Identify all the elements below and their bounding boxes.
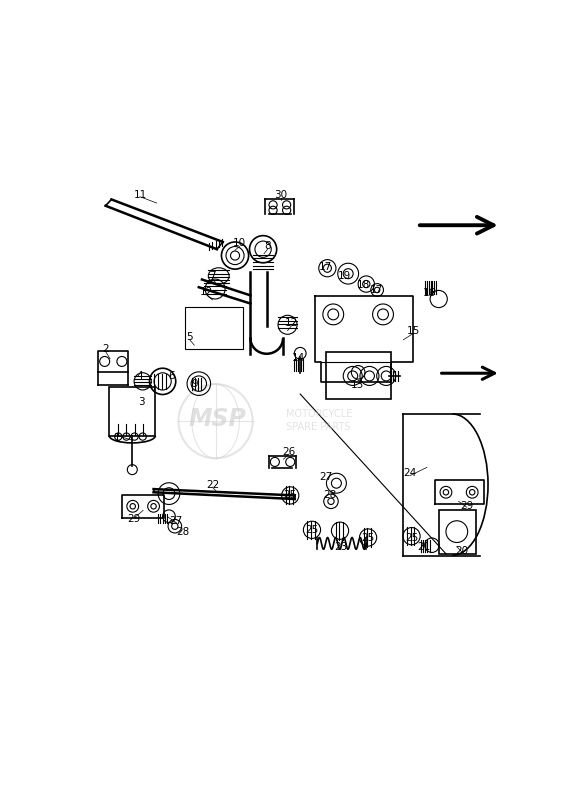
Text: 8: 8 [265, 242, 271, 251]
Text: 7: 7 [209, 271, 215, 282]
Text: 15: 15 [406, 326, 420, 336]
Text: 17: 17 [319, 262, 332, 272]
Text: 23: 23 [334, 542, 347, 551]
Text: 18: 18 [357, 281, 370, 290]
Text: 29: 29 [127, 514, 141, 525]
Bar [109, 387, 155, 436]
Text: MOTORCYCLE
SPARE PARTS: MOTORCYCLE SPARE PARTS [286, 409, 352, 432]
Text: 19: 19 [338, 271, 351, 282]
Bar [325, 353, 391, 398]
Text: 27: 27 [319, 472, 332, 482]
Text: 25: 25 [361, 533, 375, 542]
Text: 4: 4 [137, 371, 143, 381]
Text: 27: 27 [169, 516, 183, 526]
Text: 9: 9 [191, 378, 197, 389]
Text: 1: 1 [114, 433, 121, 443]
Text: 2: 2 [102, 344, 109, 354]
Text: 6: 6 [168, 371, 175, 381]
Text: 30: 30 [274, 190, 288, 200]
Text: 11: 11 [133, 190, 147, 200]
Text: 24: 24 [404, 468, 417, 478]
Text: 25: 25 [284, 490, 297, 501]
Text: 17: 17 [370, 285, 383, 295]
Text: 12: 12 [200, 286, 213, 297]
Text: 28: 28 [176, 526, 189, 537]
Text: 26: 26 [283, 446, 296, 457]
Text: 12: 12 [284, 318, 298, 329]
Text: 25: 25 [305, 525, 319, 535]
Bar [185, 307, 243, 349]
Bar [439, 510, 476, 554]
Text: 20: 20 [456, 546, 469, 556]
Text: 14: 14 [292, 353, 305, 363]
Text: 3: 3 [138, 397, 145, 406]
Text: 28: 28 [324, 490, 337, 501]
Text: 22: 22 [206, 479, 219, 490]
Text: 13: 13 [350, 380, 364, 390]
Text: 16: 16 [423, 288, 436, 298]
Text: 21: 21 [417, 542, 430, 551]
Text: 10: 10 [233, 238, 246, 248]
Text: MSP: MSP [189, 407, 247, 431]
Text: 25: 25 [405, 533, 418, 542]
Text: 29: 29 [460, 501, 474, 511]
Text: 5: 5 [186, 332, 193, 342]
